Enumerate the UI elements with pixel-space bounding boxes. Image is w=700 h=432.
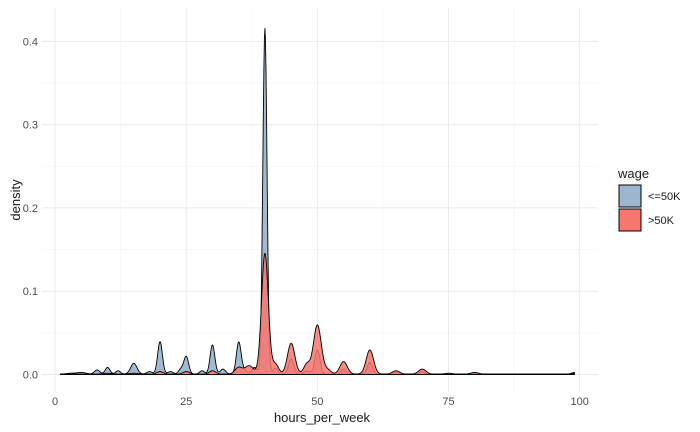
x-tick-label: 75 (442, 396, 454, 408)
legend-label-le50k: <=50K (648, 191, 681, 203)
y-axis-title: density (8, 179, 23, 221)
y-tick-label: 0.0 (23, 370, 38, 382)
legend-title: wage (617, 166, 649, 181)
x-axis-title: hours_per_week (274, 410, 371, 425)
legend-label-gt50k: >50K (648, 215, 675, 227)
y-tick-label: 0.2 (23, 203, 38, 215)
y-tick-label: 0.1 (23, 286, 38, 298)
y-axis-ticks: 0.0 0.1 0.2 0.3 0.4 (23, 36, 38, 381)
x-tick-label: 50 (311, 396, 323, 408)
x-tick-label: 0 (52, 396, 58, 408)
y-tick-label: 0.4 (23, 36, 38, 48)
x-tick-label: 25 (180, 396, 192, 408)
legend-key-le50k (618, 184, 642, 208)
legend-key-gt50k (618, 208, 642, 232)
density-areas (59, 27, 575, 375)
x-axis-ticks: 0 25 50 75 100 (52, 396, 589, 408)
legend: wage <=50K >50K (617, 166, 681, 232)
density-area-gt50k (59, 252, 575, 375)
x-tick-label: 100 (570, 396, 588, 408)
y-tick-label: 0.3 (23, 120, 38, 132)
